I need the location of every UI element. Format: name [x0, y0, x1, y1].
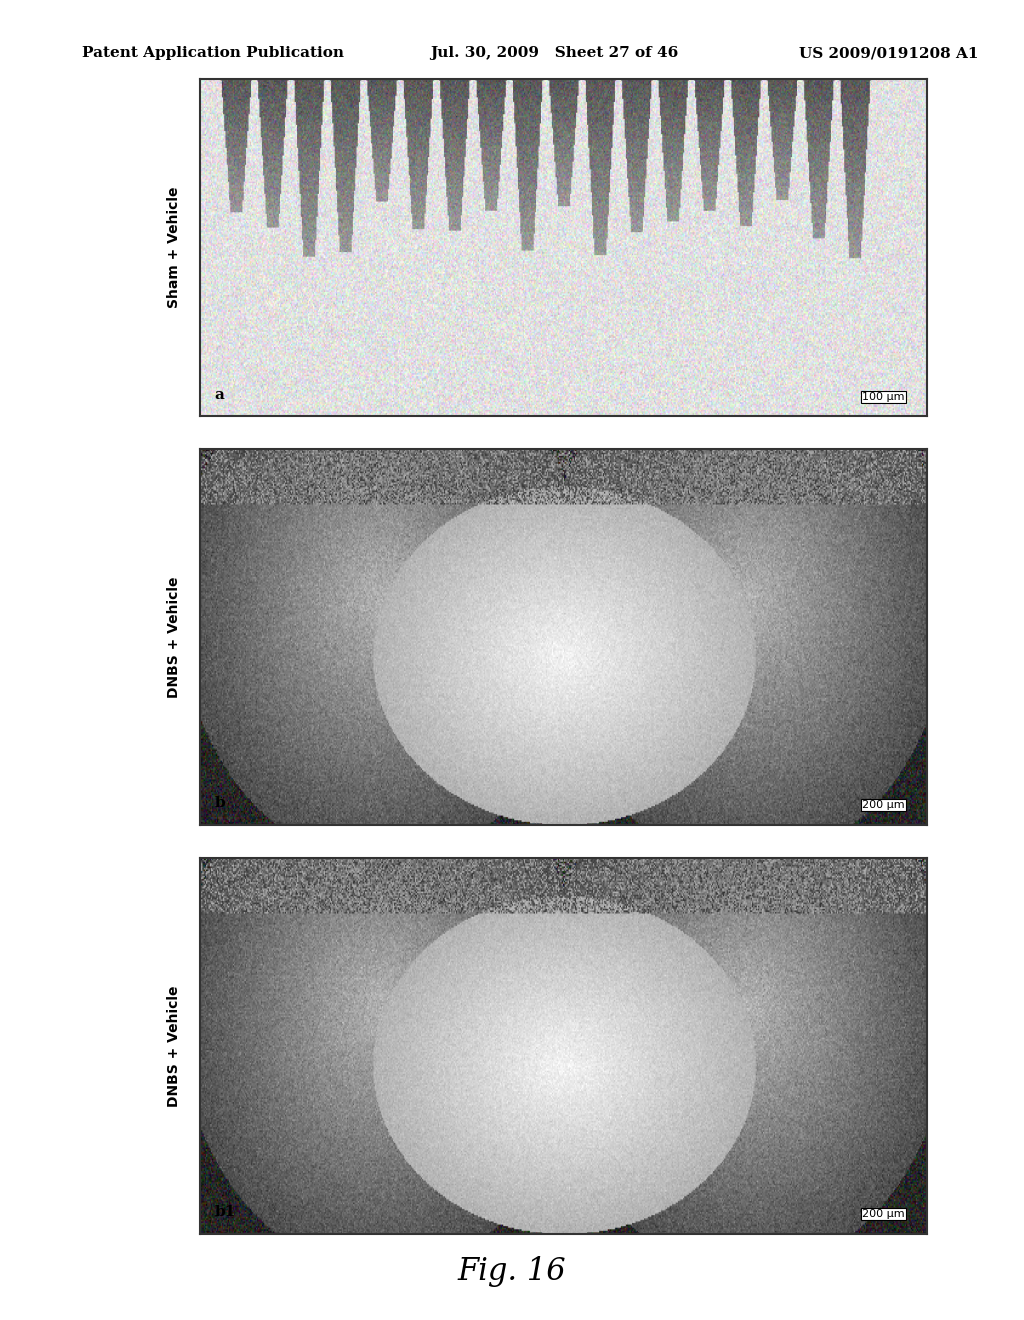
Text: b: b: [214, 796, 225, 810]
Text: a: a: [214, 388, 224, 403]
Text: Jul. 30, 2009   Sheet 27 of 46: Jul. 30, 2009 Sheet 27 of 46: [430, 46, 678, 61]
Text: Fig. 16: Fig. 16: [458, 1257, 566, 1287]
Text: Patent Application Publication: Patent Application Publication: [82, 46, 344, 61]
Text: 200 μm: 200 μm: [862, 800, 905, 810]
Text: DNBS + Vehicle: DNBS + Vehicle: [167, 576, 181, 698]
Text: 100 μm: 100 μm: [862, 392, 905, 403]
Text: 200 μm: 200 μm: [862, 1209, 905, 1220]
Text: DNBS + Vehicle: DNBS + Vehicle: [167, 985, 181, 1107]
Text: b1: b1: [214, 1205, 236, 1220]
Text: Sham + Vehicle: Sham + Vehicle: [167, 186, 181, 309]
Text: US 2009/0191208 A1: US 2009/0191208 A1: [799, 46, 978, 61]
